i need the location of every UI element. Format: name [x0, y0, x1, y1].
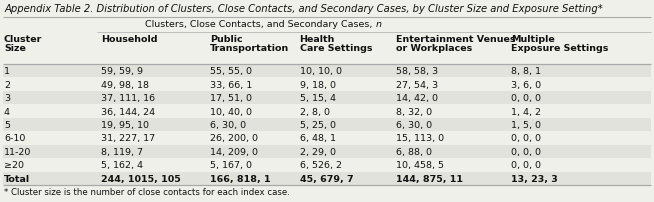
Text: 15, 113, 0: 15, 113, 0 — [396, 134, 445, 143]
Text: 14, 42, 0: 14, 42, 0 — [396, 94, 438, 103]
Text: 1: 1 — [4, 67, 10, 76]
Text: Total: Total — [4, 174, 30, 183]
Text: 3: 3 — [4, 94, 10, 103]
Text: Exposure Settings: Exposure Settings — [511, 44, 608, 53]
Text: 8, 8, 1: 8, 8, 1 — [511, 67, 541, 76]
Text: 49, 98, 18: 49, 98, 18 — [101, 80, 149, 89]
Text: 2: 2 — [4, 80, 10, 89]
Bar — [3, 118, 651, 132]
Text: 45, 679, 7: 45, 679, 7 — [300, 174, 353, 183]
Text: 6-10: 6-10 — [4, 134, 26, 143]
Text: 31, 227, 17: 31, 227, 17 — [101, 134, 155, 143]
Text: 3, 6, 0: 3, 6, 0 — [511, 80, 541, 89]
Text: 10, 10, 0: 10, 10, 0 — [300, 67, 341, 76]
Text: 13, 23, 3: 13, 23, 3 — [511, 174, 558, 183]
Text: 6, 526, 2: 6, 526, 2 — [300, 161, 341, 169]
Text: Care Settings: Care Settings — [300, 44, 372, 53]
Text: n: n — [375, 20, 381, 29]
Text: 58, 58, 3: 58, 58, 3 — [396, 67, 439, 76]
Text: 8, 119, 7: 8, 119, 7 — [101, 147, 143, 156]
Text: 55, 55, 0: 55, 55, 0 — [210, 67, 252, 76]
Text: Entertainment Venues: Entertainment Venues — [396, 35, 516, 44]
Bar — [3, 65, 651, 78]
Text: Appendix Table 2. Distribution of Clusters, Close Contacts, and Secondary Cases,: Appendix Table 2. Distribution of Cluste… — [5, 4, 604, 14]
Text: 0, 0, 0: 0, 0, 0 — [511, 161, 541, 169]
Text: 19, 95, 10: 19, 95, 10 — [101, 120, 149, 129]
Text: 17, 51, 0: 17, 51, 0 — [210, 94, 252, 103]
Text: 14, 209, 0: 14, 209, 0 — [210, 147, 258, 156]
Text: 4: 4 — [4, 107, 10, 116]
Text: 1, 5, 0: 1, 5, 0 — [511, 120, 541, 129]
Text: 166, 818, 1: 166, 818, 1 — [210, 174, 271, 183]
Text: 0, 0, 0: 0, 0, 0 — [511, 134, 541, 143]
Text: 37, 111, 16: 37, 111, 16 — [101, 94, 155, 103]
Text: 11-20: 11-20 — [4, 147, 31, 156]
Text: Health: Health — [300, 35, 335, 44]
Text: 2, 8, 0: 2, 8, 0 — [300, 107, 330, 116]
Text: 10, 458, 5: 10, 458, 5 — [396, 161, 445, 169]
Text: 144, 875, 11: 144, 875, 11 — [396, 174, 464, 183]
Text: 0, 0, 0: 0, 0, 0 — [511, 147, 541, 156]
Text: 5: 5 — [4, 120, 10, 129]
Text: 5, 25, 0: 5, 25, 0 — [300, 120, 336, 129]
Text: 2, 29, 0: 2, 29, 0 — [300, 147, 336, 156]
Text: 6, 48, 1: 6, 48, 1 — [300, 134, 336, 143]
Text: Size: Size — [4, 44, 26, 53]
Text: 10, 40, 0: 10, 40, 0 — [210, 107, 252, 116]
Bar — [3, 145, 651, 158]
Text: 5, 15, 4: 5, 15, 4 — [300, 94, 336, 103]
Text: 8, 32, 0: 8, 32, 0 — [396, 107, 432, 116]
Text: 9, 18, 0: 9, 18, 0 — [300, 80, 336, 89]
Text: 59, 59, 9: 59, 59, 9 — [101, 67, 143, 76]
Text: Cluster: Cluster — [4, 35, 43, 44]
Text: Multiple: Multiple — [511, 35, 555, 44]
Text: 27, 54, 3: 27, 54, 3 — [396, 80, 439, 89]
Text: 5, 167, 0: 5, 167, 0 — [210, 161, 252, 169]
Bar — [3, 172, 651, 185]
Text: Clusters, Close Contacts, and Secondary Cases,: Clusters, Close Contacts, and Secondary … — [145, 20, 375, 29]
Text: or Workplaces: or Workplaces — [396, 44, 473, 53]
Text: 33, 66, 1: 33, 66, 1 — [210, 80, 252, 89]
Text: * Cluster size is the number of close contacts for each index case.: * Cluster size is the number of close co… — [4, 187, 290, 196]
Text: 6, 88, 0: 6, 88, 0 — [396, 147, 432, 156]
Text: Public: Public — [210, 35, 243, 44]
Text: 1, 4, 2: 1, 4, 2 — [511, 107, 541, 116]
Text: 0, 0, 0: 0, 0, 0 — [511, 94, 541, 103]
Text: Transportation: Transportation — [210, 44, 289, 53]
Text: 244, 1015, 105: 244, 1015, 105 — [101, 174, 181, 183]
Text: Household: Household — [101, 35, 158, 44]
Text: 6, 30, 0: 6, 30, 0 — [210, 120, 246, 129]
Text: 6, 30, 0: 6, 30, 0 — [396, 120, 432, 129]
Text: 26, 200, 0: 26, 200, 0 — [210, 134, 258, 143]
Bar — [3, 92, 651, 105]
Text: 36, 144, 24: 36, 144, 24 — [101, 107, 155, 116]
Text: 5, 162, 4: 5, 162, 4 — [101, 161, 143, 169]
Text: ≥20: ≥20 — [4, 161, 24, 169]
